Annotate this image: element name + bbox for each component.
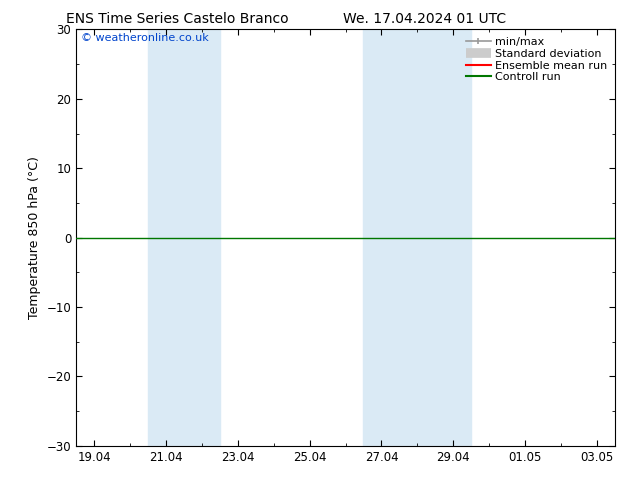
Text: We. 17.04.2024 01 UTC: We. 17.04.2024 01 UTC [343, 12, 507, 26]
Text: ENS Time Series Castelo Branco: ENS Time Series Castelo Branco [66, 12, 289, 26]
Bar [363, 29, 471, 446]
Y-axis label: Temperature 850 hPa (°C): Temperature 850 hPa (°C) [28, 156, 41, 319]
Text: © weatheronline.co.uk: © weatheronline.co.uk [81, 33, 209, 43]
Legend: min/max, Standard deviation, Ensemble mean run, Controll run: min/max, Standard deviation, Ensemble me… [464, 35, 609, 84]
Bar [148, 29, 220, 446]
